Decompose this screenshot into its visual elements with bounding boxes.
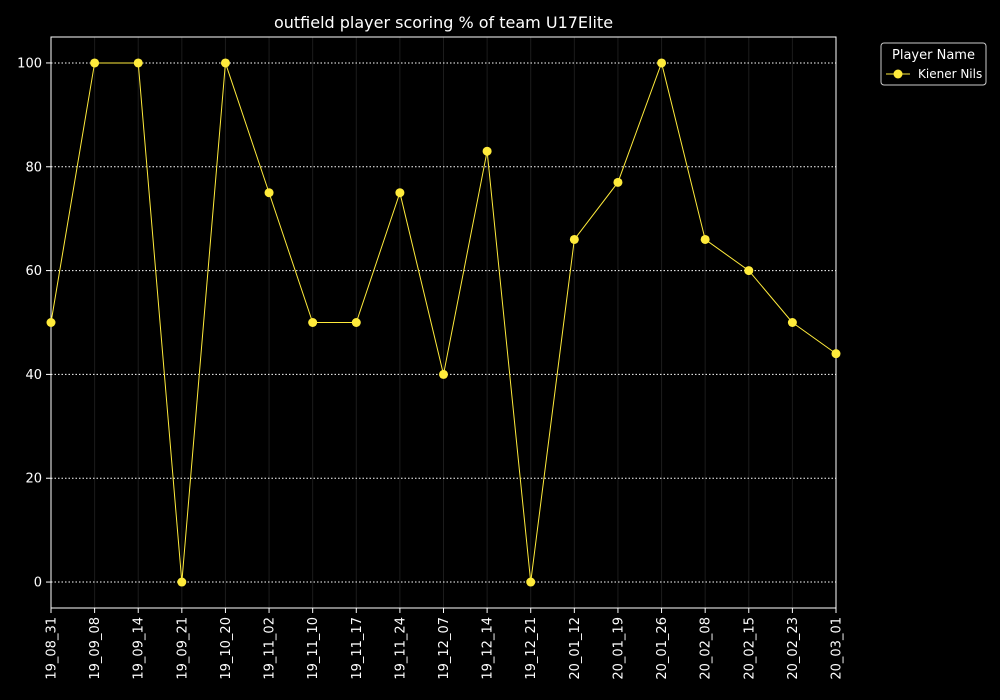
data-point [526,577,536,587]
x-tick-label: 20_01_26 [655,617,670,680]
x-tick-label: 20_02_23 [786,617,801,680]
x-tick-label: 19_11_02 [263,617,278,680]
data-point [308,318,318,327]
data-point [439,369,448,379]
data-point [395,188,405,198]
x-tick-label: 20_03_01 [830,617,845,680]
data-point [46,318,56,327]
data-point [90,58,100,68]
x-tick-label: 19_10_20 [219,617,234,680]
data-point [744,266,754,276]
x-tick-label: 20_02_08 [699,617,714,680]
data-point [351,318,361,327]
y-tick-label: 60 [25,264,42,279]
x-tick-label: 19_12_14 [481,617,496,680]
x-tick-label: 20_02_15 [742,617,757,680]
data-point [569,234,579,244]
x-tick-label: 19_08_31 [45,617,60,680]
y-tick-label: 100 [17,56,42,71]
vertical-grid [50,37,837,608]
y-tick-label: 20 [25,472,42,487]
legend-title: Player Name [892,48,975,63]
y-tick-label: 80 [25,160,42,175]
data-point [831,349,841,359]
data-point [657,58,667,68]
data-point [264,188,274,198]
data-point [133,58,143,68]
x-tick-label: 19_11_24 [393,617,408,680]
x-tick-label: 19_11_17 [350,617,365,680]
x-tick-label: 20_01_19 [611,617,626,680]
legend-swatch-marker [893,69,903,79]
data-point [482,146,492,156]
x-tick-label: 19_12_21 [524,617,539,680]
x-tick-label: 19_09_08 [88,617,103,680]
data-point [220,58,230,68]
legend-entry-label: Kiener Nils [918,67,982,81]
series [46,58,841,587]
x-tick-label: 20_01_12 [568,617,583,680]
x-tick-label: 19_12_07 [437,617,452,680]
x-axis: 19_08_31 19_09_08 19_09_14 19_09_21 19_10_20… [45,608,845,680]
legend: Player Name Kiener Nils [880,42,987,86]
y-axis: 0 20 40 60 80 100 [17,56,51,591]
data-point [177,577,187,587]
x-tick-label: 19_09_14 [132,617,147,680]
chart-title: outfield player scoring % of team U17Eli… [274,13,613,32]
data-point [700,234,710,244]
data-point [613,177,623,187]
y-tick-label: 0 [34,576,42,591]
x-tick-label: 19_11_10 [306,617,321,680]
x-tick-label: 19_09_21 [175,617,190,680]
data-point [787,318,797,327]
y-tick-label: 40 [25,368,42,383]
